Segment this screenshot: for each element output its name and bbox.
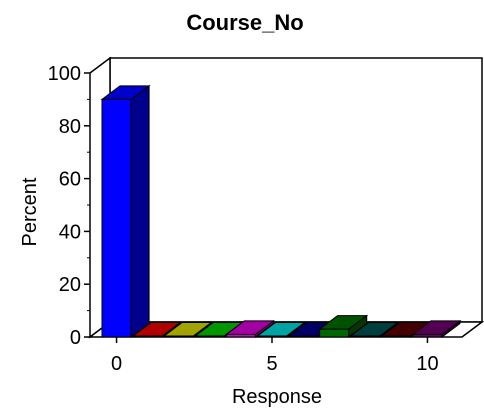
bar-1 (131, 321, 182, 338)
bar-top (318, 315, 369, 330)
bar-top (131, 322, 182, 337)
y-tick-label-40: 40 (59, 221, 81, 243)
bar-top (349, 322, 400, 337)
bars (100, 84, 462, 338)
bar-top (411, 320, 462, 335)
x-tick-label-5: 5 (266, 353, 277, 375)
x-axis: 0 5 10 (111, 337, 439, 375)
bar-side (130, 84, 150, 338)
bar-10 (411, 319, 462, 338)
chart-title: Course_No (186, 10, 303, 35)
bar-0 (100, 84, 151, 338)
y-axis: 0 20 40 60 80 100 (48, 63, 90, 349)
y-tick-label-0: 0 (70, 327, 81, 349)
bar-top (100, 85, 151, 100)
bar-7 (318, 314, 369, 338)
bar-top (255, 322, 307, 337)
bar-4 (224, 319, 275, 338)
y-axis-label: Percent (19, 177, 41, 246)
back-wall (109, 57, 483, 323)
bar-top (224, 320, 275, 335)
bar-front (319, 328, 350, 338)
bar-top (162, 322, 213, 337)
bar-8 (349, 321, 400, 338)
x-tick-label-10: 10 (416, 353, 438, 375)
x-tick-label-0: 0 (111, 353, 122, 375)
bar-front (101, 98, 132, 338)
y-tick-label-80: 80 (59, 116, 81, 138)
y-tick-label-100: 100 (48, 63, 81, 85)
y-tick-label-20: 20 (59, 274, 81, 296)
x-axis-label: Response (232, 386, 322, 408)
bar-2 (162, 321, 213, 338)
y-tick-label-60: 60 (59, 169, 81, 191)
